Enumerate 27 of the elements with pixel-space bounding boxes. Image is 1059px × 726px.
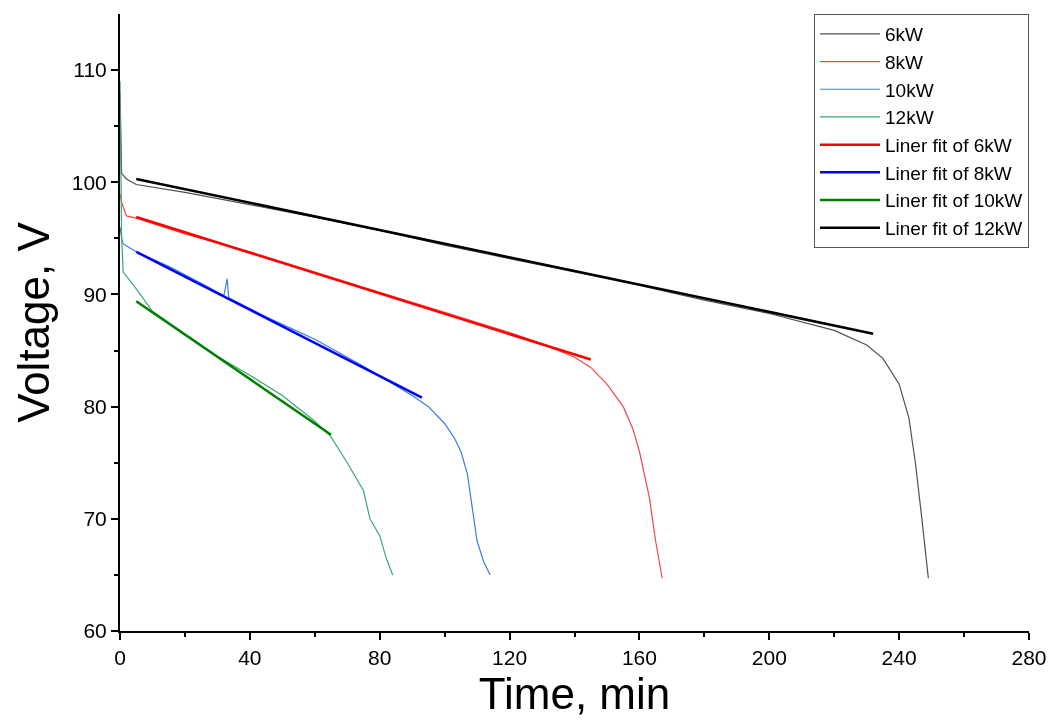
legend-label: Liner fit of 8kW: [885, 162, 1012, 184]
y-tick-label: 60: [83, 619, 107, 643]
legend-label: Liner fit of 10kW: [885, 190, 1023, 212]
line-series: [120, 80, 394, 576]
legend-label: Liner fit of 6kW: [885, 135, 1012, 157]
x-tick-label: 0: [114, 646, 126, 670]
x-tick-label: 120: [492, 646, 528, 670]
x-tick-label: 160: [621, 646, 657, 670]
legend-label: 8kW: [885, 51, 924, 73]
x-axis-title: Time, min: [478, 669, 671, 719]
y-tick-label: 90: [83, 282, 107, 306]
x-tick-label: 200: [751, 646, 787, 670]
x-tick-label: 280: [1011, 646, 1047, 670]
x-tick-label: 80: [368, 646, 392, 670]
y-tick-label: 80: [83, 394, 107, 418]
legend-label: 6kW: [885, 24, 924, 46]
y-tick-label: 70: [83, 507, 107, 531]
line-series: [120, 226, 491, 576]
y-tick-label: 100: [71, 170, 107, 194]
x-tick-label: 240: [881, 646, 917, 670]
y-axis-title: Voltage, V: [9, 221, 59, 423]
line-series: [120, 192, 663, 579]
y-tick-label: 110: [73, 58, 107, 82]
x-tick-label: 40: [238, 646, 262, 670]
legend-label: Liner fit of 12kW: [885, 218, 1023, 240]
legend-label: 12kW: [885, 107, 934, 129]
legend-label: 10kW: [885, 79, 934, 101]
